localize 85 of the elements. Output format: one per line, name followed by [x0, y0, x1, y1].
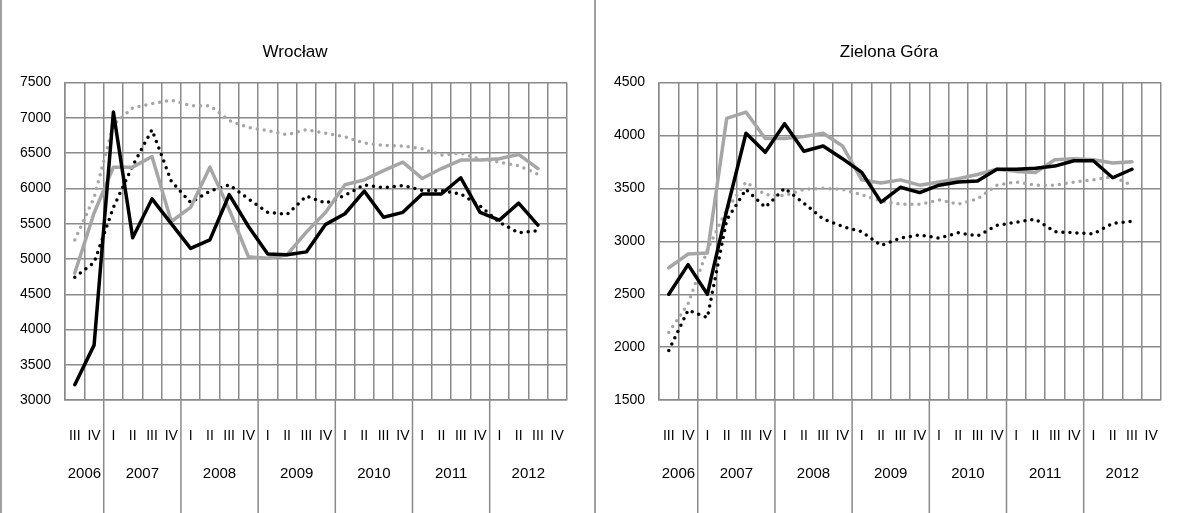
- x-tick-label: I: [343, 427, 347, 444]
- y-tick-label: 4500: [613, 73, 646, 90]
- x-tick-label: III: [662, 427, 675, 444]
- x-tick-label: II: [514, 427, 523, 444]
- text: 2010: [357, 464, 391, 482]
- y-tick-label: 5500: [19, 214, 52, 231]
- y-tick-label: 3000: [19, 391, 52, 408]
- text: 2009: [280, 464, 314, 482]
- x-tick-label: IV: [913, 427, 927, 444]
- x-tick-label: IV: [473, 427, 488, 444]
- x-tick-label: IV: [681, 427, 696, 444]
- y-tick-label: 4000: [19, 320, 52, 337]
- text: 2009: [874, 464, 908, 482]
- x-tick-label: III: [894, 427, 907, 444]
- x-tick-label: IV: [1144, 427, 1159, 444]
- x-tick-label: IV: [835, 427, 850, 444]
- x-tick-label: I: [265, 427, 270, 444]
- text: 2006: [661, 464, 696, 482]
- x-tick-label: I: [497, 427, 502, 444]
- text: 2007: [719, 464, 754, 482]
- y-tick-label: 3500: [19, 355, 52, 372]
- x-tick-label: III: [532, 427, 544, 444]
- text: 2006: [67, 464, 102, 482]
- text: 2007: [125, 464, 160, 482]
- x-tick-label: II: [1031, 427, 1040, 444]
- x-tick-label: II: [360, 427, 369, 444]
- x-tick-label: III: [300, 427, 313, 444]
- y-tick-label: 7000: [19, 108, 52, 125]
- x-tick-label: III: [377, 427, 390, 444]
- x-tick-label: I: [111, 427, 116, 444]
- x-tick-label: III: [817, 427, 830, 444]
- chart-title: Wrocław: [262, 41, 329, 61]
- y-tick-label: 7500: [19, 73, 52, 90]
- x-tick-label: I: [1091, 427, 1096, 444]
- x-tick-label: I: [705, 427, 710, 444]
- text: 2012: [511, 464, 545, 482]
- x-tick-label: III: [223, 427, 236, 444]
- y-tick-label: 4500: [19, 285, 52, 302]
- y-tick-label: 2500: [613, 285, 646, 302]
- x-tick-label: IV: [550, 427, 565, 444]
- text: 2010: [951, 464, 985, 482]
- x-tick-label: II: [1108, 427, 1117, 444]
- x-tick-label: I: [1014, 427, 1019, 444]
- x-tick-label: I: [859, 427, 864, 444]
- x-tick-label: III: [740, 427, 752, 444]
- x-tick-label: I: [937, 427, 941, 444]
- x-tick-label: IV: [758, 427, 773, 444]
- x-tick-label: III: [1048, 427, 1061, 444]
- y-tick-label: 6500: [19, 143, 52, 160]
- y-tick-label: 6000: [19, 179, 52, 196]
- x-tick-label: I: [782, 427, 787, 444]
- y-tick-label: 1500: [613, 391, 646, 408]
- x-tick-label: III: [971, 427, 984, 444]
- x-tick-label: III: [454, 427, 467, 444]
- x-tick-label: II: [954, 427, 963, 444]
- x-tick-label: IV: [241, 427, 256, 444]
- x-tick-label: IV: [319, 427, 333, 444]
- text: 2012: [1105, 464, 1139, 482]
- x-tick-label: II: [722, 427, 731, 444]
- x-tick-label: II: [283, 427, 291, 444]
- x-tick-label: IV: [990, 427, 1005, 444]
- text: 2008: [202, 464, 237, 482]
- x-tick-label: IV: [164, 427, 179, 444]
- text: 2011: [434, 464, 468, 482]
- text: 2011: [1028, 464, 1062, 482]
- x-tick-label: III: [68, 427, 81, 444]
- x-tick-label: II: [437, 427, 446, 444]
- x-tick-label: IV: [87, 427, 102, 444]
- x-tick-label: II: [205, 427, 214, 444]
- y-tick-label: 3000: [613, 232, 646, 249]
- x-tick-label: II: [799, 427, 808, 444]
- chart-title: Zielona Góra: [839, 41, 939, 61]
- x-tick-label: IV: [396, 427, 411, 444]
- y-tick-label: 2000: [613, 338, 646, 355]
- x-tick-label: II: [128, 427, 137, 444]
- x-tick-label: I: [188, 427, 193, 444]
- y-tick-label: 3500: [613, 179, 646, 196]
- x-tick-label: II: [877, 427, 885, 444]
- x-tick-label: III: [1126, 427, 1138, 444]
- y-tick-label: 5000: [19, 249, 52, 266]
- text: 2008: [796, 464, 831, 482]
- x-tick-label: I: [420, 427, 425, 444]
- y-tick-label: 4000: [613, 126, 646, 143]
- x-tick-label: III: [146, 427, 158, 444]
- x-tick-label: IV: [1067, 427, 1082, 444]
